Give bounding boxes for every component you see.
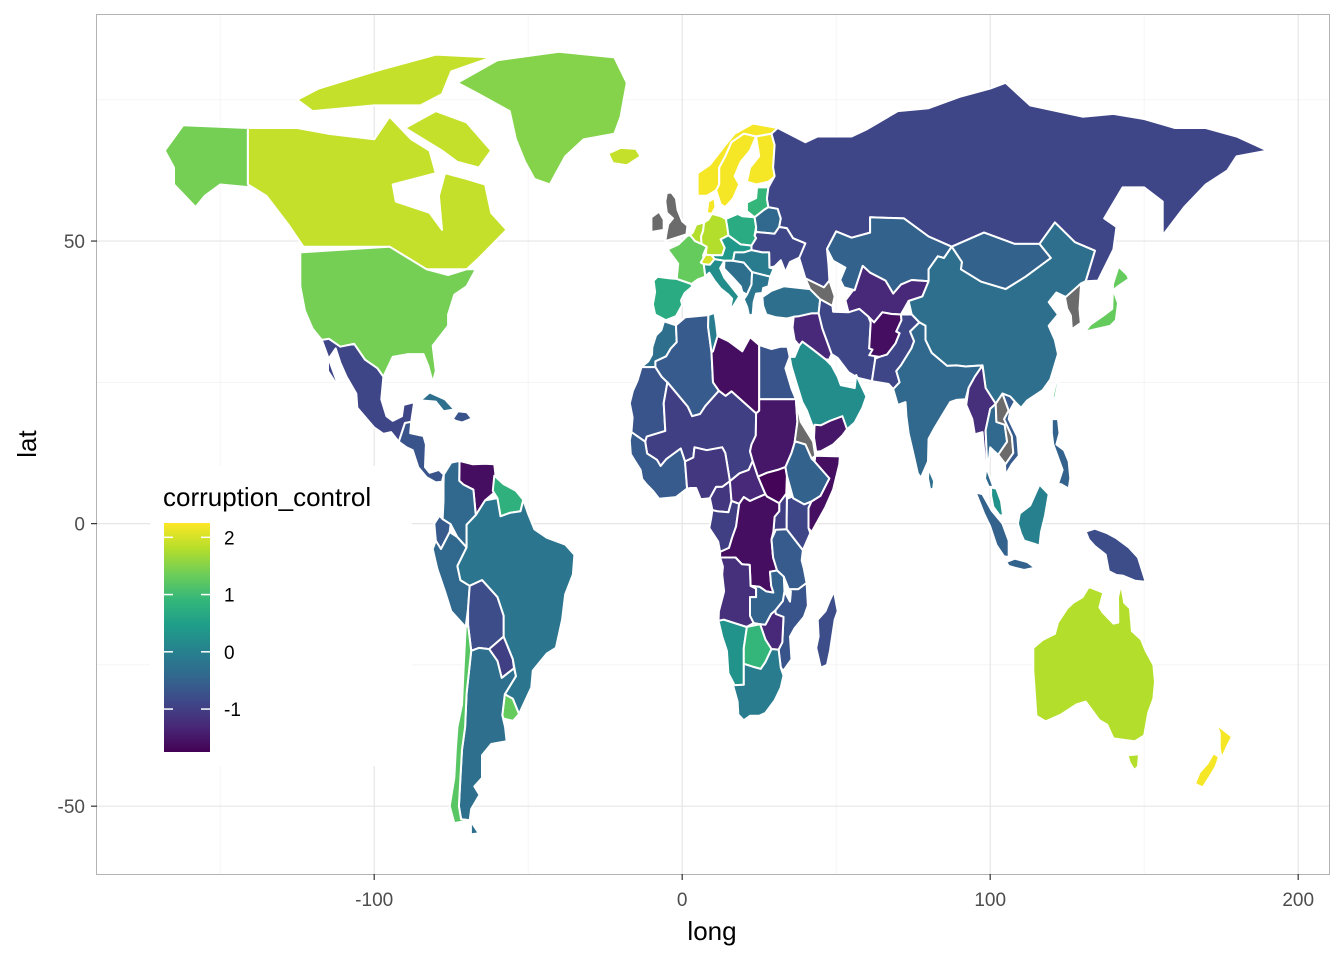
country-region bbox=[1084, 527, 1147, 583]
y-tick-label: -50 bbox=[58, 797, 85, 818]
country-region bbox=[815, 590, 839, 669]
legend-colorbar bbox=[164, 523, 210, 752]
legend-break-label: 2 bbox=[224, 528, 235, 549]
country-polygons bbox=[163, 50, 1269, 836]
country-region bbox=[1212, 717, 1233, 760]
country-region bbox=[296, 53, 493, 113]
legend-title: corruption_control bbox=[163, 482, 371, 512]
country-region bbox=[974, 491, 1010, 558]
y-axis-title: lat bbox=[12, 429, 42, 457]
country-region bbox=[451, 410, 473, 424]
y-tick-label: 0 bbox=[74, 515, 85, 536]
country-region bbox=[732, 648, 785, 722]
legend-breaks: 2 1 0 -1 bbox=[164, 528, 241, 721]
country-region bbox=[664, 191, 689, 243]
country-region bbox=[813, 415, 848, 453]
country-region bbox=[1064, 282, 1083, 331]
legend: corruption_control 2 1 0 -1 bbox=[150, 466, 412, 766]
country-region bbox=[927, 467, 936, 491]
country-region bbox=[456, 50, 628, 186]
y-axis-ticks: -50 0 50 bbox=[58, 232, 97, 818]
y-tick-label: 50 bbox=[64, 232, 85, 253]
x-tick-label: 0 bbox=[677, 890, 688, 911]
country-region bbox=[1032, 583, 1156, 743]
country-region bbox=[419, 391, 456, 413]
country-region bbox=[1001, 392, 1020, 476]
country-region bbox=[990, 486, 1005, 517]
country-region bbox=[651, 275, 694, 322]
country-region bbox=[732, 249, 775, 278]
country-region bbox=[397, 420, 445, 484]
legend-break-label: 0 bbox=[224, 643, 235, 664]
country-region bbox=[404, 110, 493, 169]
country-region bbox=[163, 124, 268, 209]
x-tick-label: 100 bbox=[974, 890, 1006, 911]
legend-break-label: -1 bbox=[224, 700, 241, 721]
country-region bbox=[607, 146, 642, 167]
country-region bbox=[650, 210, 665, 233]
x-axis-title: long bbox=[687, 916, 736, 946]
x-tick-label: -100 bbox=[355, 890, 393, 911]
country-region bbox=[791, 312, 833, 361]
country-region bbox=[702, 258, 741, 310]
country-region bbox=[892, 321, 984, 479]
country-region bbox=[246, 115, 508, 271]
country-region bbox=[1194, 752, 1220, 789]
country-region bbox=[320, 337, 416, 443]
x-tick-label: 200 bbox=[1282, 890, 1314, 911]
legend-break-label: 1 bbox=[224, 586, 235, 607]
country-region bbox=[804, 277, 836, 307]
x-axis-ticks: -100 0 100 200 bbox=[355, 874, 1314, 911]
country-region bbox=[1050, 418, 1072, 490]
country-region bbox=[1016, 483, 1050, 547]
country-region bbox=[469, 820, 480, 836]
country-region bbox=[1005, 557, 1036, 571]
country-region bbox=[1126, 753, 1140, 771]
country-region bbox=[448, 624, 473, 825]
country-region bbox=[1051, 380, 1059, 401]
country-region bbox=[715, 132, 758, 209]
country-region bbox=[1081, 265, 1130, 347]
country-region bbox=[742, 271, 772, 317]
